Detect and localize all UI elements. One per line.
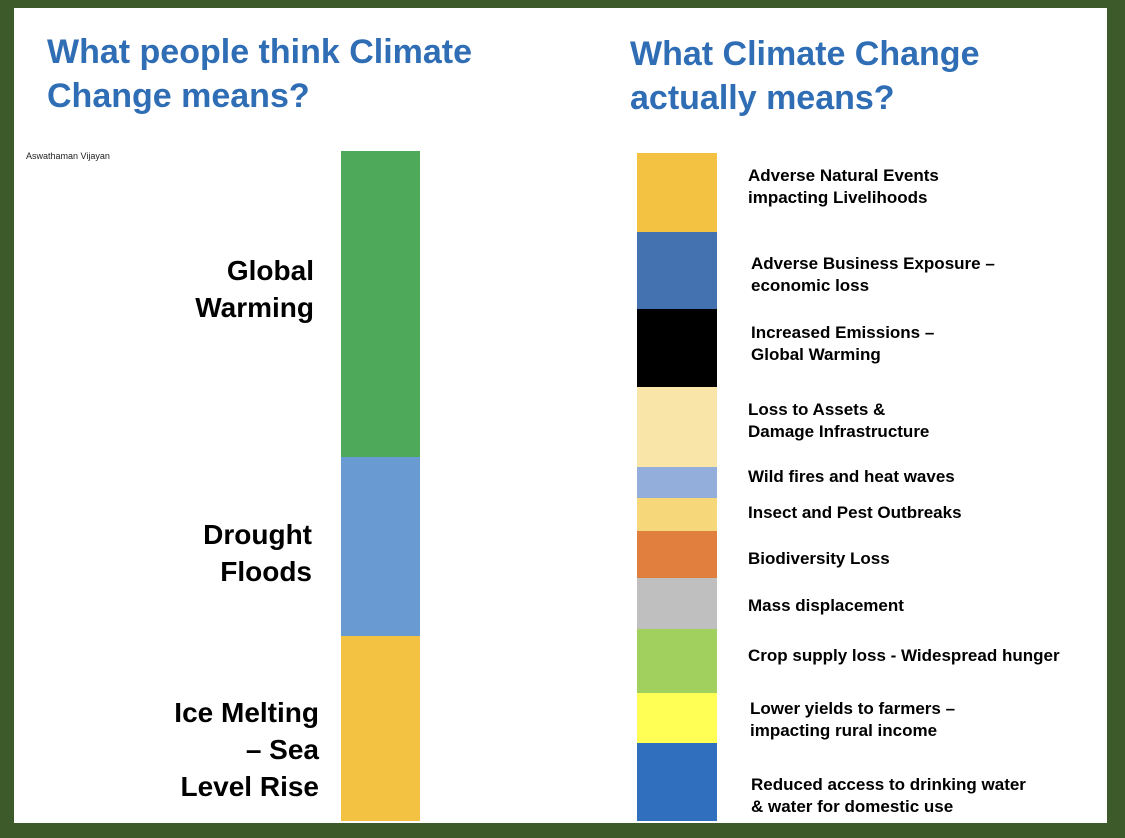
bar-increased-emissions [637,309,717,387]
label-ice-melting: Ice Melting – Sea Level Rise [94,694,319,805]
label-reduced-water-access: Reduced access to drinking water & water… [751,774,1026,818]
bar-mass-displacement [637,578,717,629]
right-heading: What Climate Change actually means? [630,32,1050,120]
label-insect-pest-line1: Insect and Pest Outbreaks [748,503,962,522]
label-loss-to-assets: Loss to Assets & Damage Infrastructure [748,399,929,443]
bar-drought-floods [341,457,420,636]
bar-ice-melting [341,636,420,821]
bar-reduced-water-access [637,743,717,821]
label-ice-melting-line3: Level Rise [180,771,319,802]
label-lower-yields-line2: impacting rural income [750,721,938,740]
label-loss-to-assets-line2: Damage Infrastructure [748,422,930,441]
label-biodiversity-loss: Biodiversity Loss [748,548,890,570]
bar-biodiversity-loss [637,531,717,578]
bar-loss-to-assets [637,387,717,467]
label-ice-melting-line2: – Sea [245,734,319,765]
bar-wild-fires [637,467,717,498]
bar-adverse-natural-events [637,153,717,232]
label-adverse-business-exposure-line1: Adverse Business Exposure – [751,254,995,273]
label-mass-displacement: Mass displacement [748,595,904,617]
label-adverse-natural-events-line1: Adverse Natural Events [748,166,939,185]
right-heading-line2: actually means? [630,79,895,117]
label-wild-fires: Wild fires and heat waves [748,466,955,488]
label-mass-displacement-line1: Mass displacement [748,596,904,615]
label-increased-emissions-line1: Increased Emissions – [751,323,935,342]
label-global-warming: Global Warming [114,252,314,326]
label-crop-supply-loss-line1: Crop supply loss - Widespread hunger [748,646,1060,665]
label-global-warming-line1: Global [226,255,314,286]
label-lower-yields: Lower yields to farmers – impacting rura… [750,698,955,742]
label-adverse-business-exposure-line2: economic loss [751,276,870,295]
label-increased-emissions-line2: Global Warming [751,345,881,364]
label-wild-fires-line1: Wild fires and heat waves [748,467,955,486]
label-crop-supply-loss: Crop supply loss - Widespread hunger [748,645,1060,667]
label-biodiversity-loss-line1: Biodiversity Loss [748,549,890,568]
bar-lower-yields [637,693,717,743]
left-heading: What people think Climate Change means? [47,30,547,118]
bar-crop-supply-loss [637,629,717,693]
label-loss-to-assets-line1: Loss to Assets & [748,400,886,419]
label-adverse-natural-events: Adverse Natural Events impacting Livelih… [748,165,939,209]
label-drought-floods-line1: Drought [203,519,312,550]
label-adverse-natural-events-line2: impacting Livelihoods [748,188,928,207]
bar-global-warming [341,151,420,457]
left-heading-line2: Change means? [47,77,310,115]
label-global-warming-line2: Warming [195,292,314,323]
label-drought-floods-line2: Floods [220,556,312,587]
author-credit: Aswathaman Vijayan [26,151,110,161]
label-lower-yields-line1: Lower yields to farmers – [750,699,956,718]
slide-canvas: What people think Climate Change means? … [14,8,1107,823]
label-increased-emissions: Increased Emissions – Global Warming [751,322,934,366]
label-reduced-water-access-line2: & water for domestic use [751,797,954,816]
label-ice-melting-line1: Ice Melting [174,697,319,728]
label-reduced-water-access-line1: Reduced access to drinking water [751,775,1026,794]
bar-adverse-business-exposure [637,232,717,309]
label-adverse-business-exposure: Adverse Business Exposure – economic los… [751,253,995,297]
label-drought-floods: Drought Floods [112,516,312,590]
right-heading-line1: What Climate Change [630,35,980,73]
label-insect-pest: Insect and Pest Outbreaks [748,502,962,524]
bar-insect-pest [637,498,717,531]
left-heading-line1: What people think Climate [47,33,473,71]
